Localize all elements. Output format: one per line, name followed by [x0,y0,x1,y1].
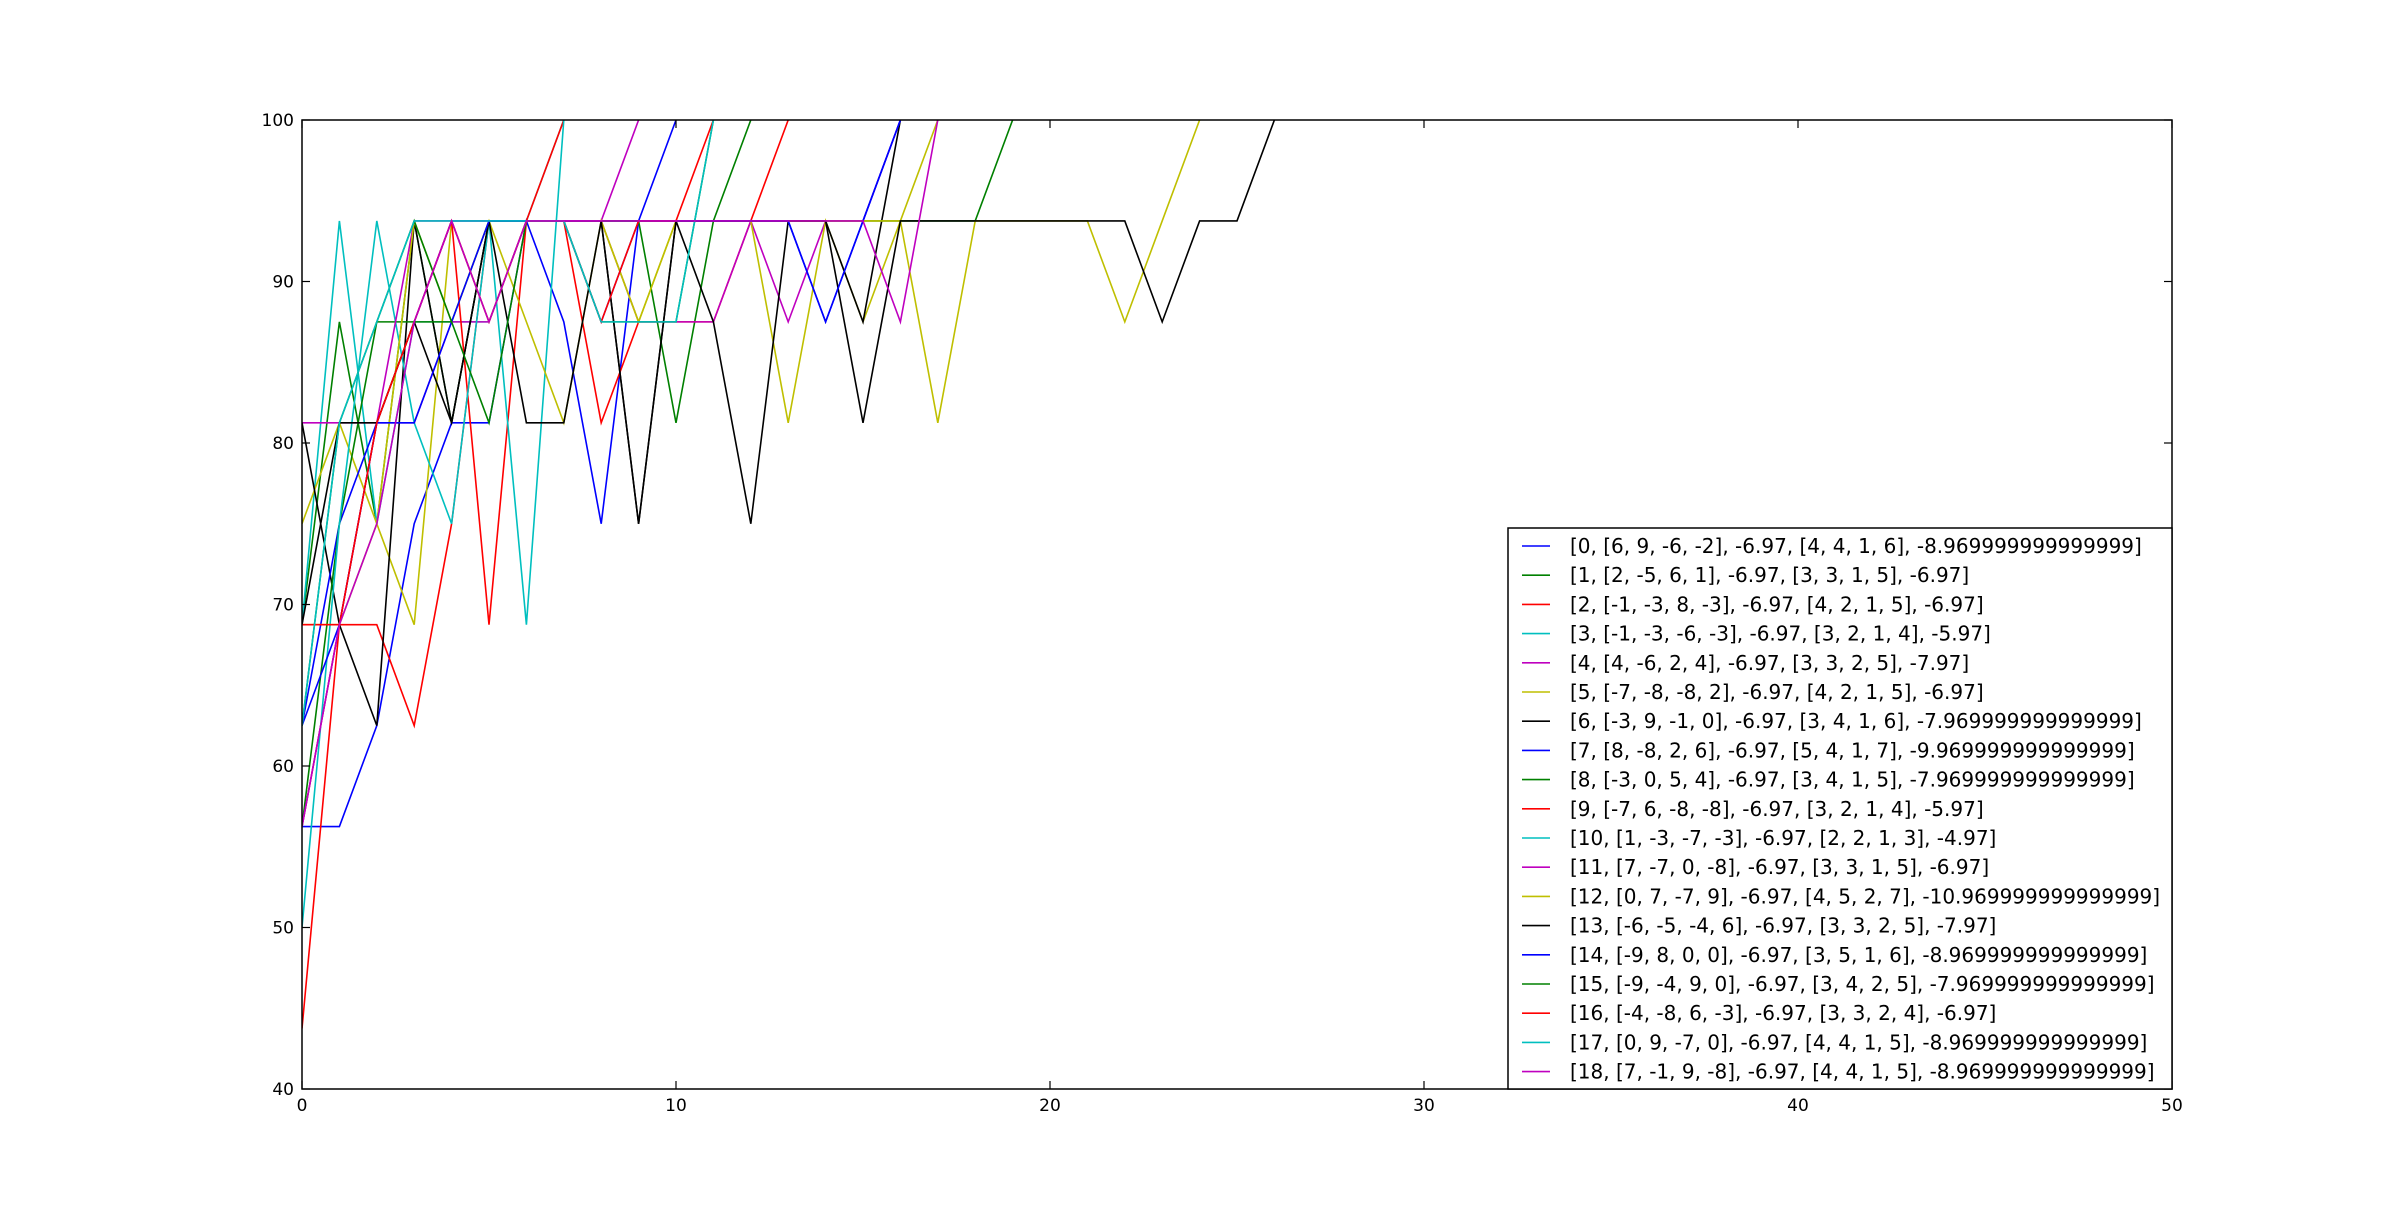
legend-label-6: [6, [-3, 9, -1, 0], -6.97, [3, 4, 1, 6],… [1570,709,2142,733]
legend-label-1: [1, [2, -5, 6, 1], -6.97, [3, 3, 1, 5], … [1570,563,1969,587]
y-tick-label: 80 [272,434,294,454]
legend-label-9: [9, [-7, 6, -8, -8], -6.97, [3, 2, 1, 4]… [1570,797,1984,821]
legend-label-17: [17, [0, 9, -7, 0], -6.97, [4, 4, 1, 5],… [1570,1030,2147,1054]
x-tick-label: 30 [1413,1096,1435,1116]
legend-label-12: [12, [0, 7, -7, 9], -6.97, [4, 5, 2, 7],… [1570,884,2160,908]
y-tick-label: 50 [272,919,294,939]
legend-label-4: [4, [4, -6, 2, 4], -6.97, [3, 3, 2, 5], … [1570,651,1969,675]
x-tick-label: 50 [2161,1096,2183,1116]
legend-label-11: [11, [7, -7, 0, -8], -6.97, [3, 3, 1, 5]… [1570,855,1989,879]
y-tick-label: 90 [272,273,294,293]
legend-label-7: [7, [8, -8, 2, 6], -6.97, [5, 4, 1, 7], … [1570,738,2135,762]
legend-box [1507,527,2173,1090]
series-line-17 [302,120,715,726]
legend-label-16: [16, [-4, -8, 6, -3], -6.97, [3, 3, 2, 4… [1570,1001,1996,1025]
legend-label-8: [8, [-3, 0, 5, 4], -6.97, [3, 4, 1, 5], … [1570,768,2135,792]
legend-label-5: [5, [-7, -8, -8, 2], -6.97, [4, 2, 1, 5]… [1570,680,1984,704]
legend-label-15: [15, [-9, -4, 9, 0], -6.97, [3, 4, 2, 5]… [1570,972,2155,996]
legend-label-2: [2, [-1, -3, 8, -3], -6.97, [4, 2, 1, 5]… [1570,592,1984,616]
legend-label-18: [18, [7, -1, 9, -8], -6.97, [4, 4, 1, 5]… [1570,1060,2155,1084]
legend-label-0: [0, [6, 9, -6, -2], -6.97, [4, 4, 1, 6],… [1570,534,2142,558]
x-tick-label: 40 [1787,1096,1809,1116]
y-tick-label: 40 [272,1080,294,1100]
legend-label-3: [3, [-1, -3, -6, -3], -6.97, [3, 2, 1, 4… [1570,622,1991,646]
legend-label-13: [13, [-6, -5, -4, 6], -6.97, [3, 3, 2, 5… [1570,914,1996,938]
legend-label-10: [10, [1, -3, -7, -3], -6.97, [2, 2, 1, 3… [1570,826,1996,850]
x-tick-label: 20 [1039,1096,1061,1116]
y-axis: 40 50 60 70 80 90 100 [262,111,2172,1100]
series-line-18 [302,120,939,827]
series-line-10 [302,120,565,928]
series-layer [302,120,1276,1029]
x-tick-label: 10 [665,1096,687,1116]
x-tick-label: 0 [297,1096,308,1116]
y-tick-label: 60 [272,757,294,777]
legend: [0, [6, 9, -6, -2], -6.97, [4, 4, 1, 6],… [1507,527,2173,1090]
legend-label-14: [14, [-9, 8, 0, 0], -6.97, [3, 5, 1, 6],… [1570,943,2147,967]
y-tick-label: 70 [272,596,294,616]
x-axis: 0 10 20 30 40 50 [297,120,2183,1116]
y-tick-label: 100 [262,111,294,131]
